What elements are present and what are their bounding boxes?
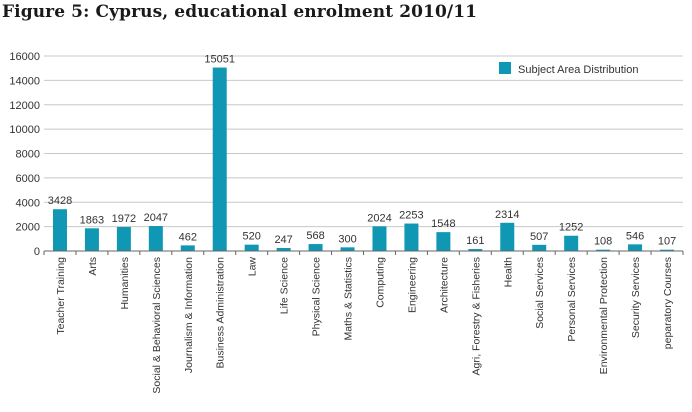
x-tick-label: Journalism & Information: [183, 257, 195, 373]
x-tick-label: peparatory Courses: [662, 257, 674, 349]
bar: [660, 249, 675, 251]
bar: [596, 249, 611, 251]
x-tick-label: Humanities: [119, 257, 131, 310]
bars: [52, 67, 675, 251]
gridlines: [44, 55, 683, 228]
x-tick-label: Agri, Forestry & Fisheries: [470, 257, 482, 375]
data-label: 2253: [399, 210, 423, 222]
x-tick-label: Teacher Training: [55, 257, 67, 335]
data-label: 520: [242, 231, 260, 243]
x-tick-label: Security Services: [630, 257, 642, 338]
y-tick-label: 10000: [9, 124, 40, 136]
bar: [244, 244, 259, 251]
data-label: 108: [594, 236, 612, 248]
x-tick-label: Law: [247, 257, 259, 277]
y-tick-label: 12000: [9, 100, 40, 112]
data-label: 1548: [431, 218, 455, 230]
x-tick-label: Environmental Protection: [598, 257, 610, 374]
x-tick-label: Arts: [87, 257, 99, 276]
data-label: 568: [306, 230, 324, 242]
legend-swatch: [499, 62, 511, 74]
x-tick-label: Health: [502, 257, 514, 288]
y-tick-label: 8000: [16, 149, 40, 161]
bar: [500, 222, 515, 251]
data-label: 546: [626, 230, 644, 242]
data-label: 2047: [144, 212, 168, 224]
bar: [340, 247, 355, 251]
x-axis-ticks: Teacher Training Arts Humanities Social & B…: [43, 251, 684, 394]
x-tick-label: Maths & Statistics: [343, 257, 355, 340]
data-label: 161: [466, 235, 484, 247]
data-label: 507: [530, 231, 548, 243]
x-tick-label: Architecture: [438, 257, 450, 313]
y-axis-ticks: 0 2000 4000 6000 8000 10000 12000 14000 16000: [9, 51, 40, 258]
data-label: 3428: [48, 195, 72, 207]
bar: [404, 223, 419, 251]
x-tick-label: Social Services: [534, 257, 546, 329]
bar: [436, 232, 451, 251]
data-label: 300: [338, 233, 356, 245]
x-tick-label: Social & Behavioral Sciences: [151, 257, 163, 394]
bar: [308, 244, 323, 251]
bar: [116, 226, 131, 251]
data-label: 1972: [112, 213, 136, 225]
bar: [372, 226, 387, 251]
y-tick-label: 16000: [9, 51, 40, 63]
bar: [276, 247, 291, 251]
bar: [212, 67, 227, 251]
data-label: 462: [179, 231, 197, 243]
y-tick-label: 0: [34, 246, 40, 258]
bar: [52, 209, 67, 251]
data-label: 1863: [80, 214, 104, 226]
legend: Subject Area Distribution: [499, 62, 638, 76]
data-label: 107: [658, 236, 676, 248]
bar: [84, 228, 99, 251]
legend-label: Subject Area Distribution: [518, 64, 638, 76]
x-tick-label: Engineering: [406, 257, 418, 313]
x-tick-label: Personal Services: [566, 257, 578, 342]
y-tick-label: 4000: [16, 197, 40, 209]
data-labels: 3428 1863 1972 2047 462 15051 520 247 568 300 2024…: [48, 54, 676, 248]
bar: [628, 244, 643, 251]
chart-title: Figure 5: Cyprus, educational enrolment …: [2, 2, 478, 22]
y-tick-label: 14000: [9, 75, 40, 87]
y-tick-label: 6000: [16, 173, 40, 185]
data-label: 15051: [204, 54, 235, 66]
bar: [180, 245, 195, 251]
data-label: 1252: [559, 222, 583, 234]
data-label: 2024: [367, 212, 391, 224]
x-tick-label: Life Science: [279, 257, 291, 314]
bar: [564, 235, 579, 251]
x-tick-label: Computing: [374, 257, 386, 308]
x-tick-label: Physical Science: [311, 257, 323, 337]
data-label: 2314: [495, 209, 519, 221]
x-tick-label: Business Administration: [215, 257, 227, 369]
bar: [468, 249, 483, 251]
y-tick-label: 2000: [16, 222, 40, 234]
bar: [532, 244, 547, 251]
data-label: 247: [274, 234, 292, 246]
bar: [148, 226, 163, 251]
